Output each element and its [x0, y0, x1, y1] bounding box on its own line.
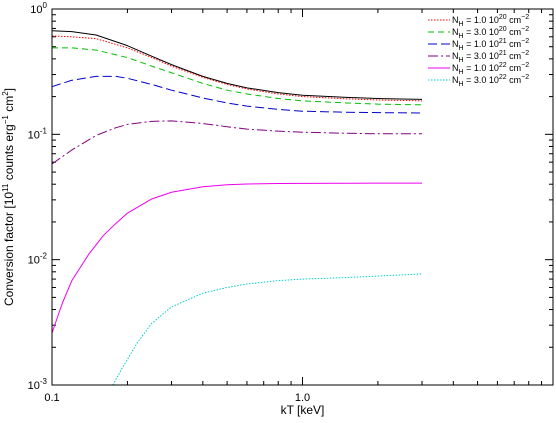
x-axis-label: kT [keV] [281, 403, 325, 417]
y-tick-label: 10-2 [28, 252, 48, 267]
axes-ticks [51, 8, 553, 386]
legend-label: NH = 3.0 1020 cm−2 [452, 26, 529, 40]
x-tick-label: 0.1 [44, 392, 59, 404]
legend-label: NH = 1.0 1021 cm−2 [452, 38, 529, 52]
legend: NH = 1.0 1020 cm−2NH = 3.0 1020 cm−2NH =… [428, 14, 529, 88]
y-tick-label: 10-3 [28, 377, 48, 392]
legend-label: NH = 1.0 1020 cm−2 [452, 14, 529, 28]
y-tick-label: 100 [30, 1, 47, 16]
series-layer [51, 30, 423, 386]
plot-frame [51, 8, 554, 386]
series-line-2 [52, 47, 423, 106]
series-line-3 [51, 75, 423, 114]
legend-label: NH = 3.0 1021 cm−2 [452, 50, 529, 64]
legend-label: NH = 3.0 1022 cm−2 [452, 74, 529, 88]
y-axis-label: Conversion factor [1011 counts erg−1 cm2… [1, 88, 16, 306]
series-line-4 [51, 120, 423, 165]
y-tick-label: 10-1 [28, 126, 48, 141]
series-line-5 [51, 182, 423, 334]
legend-label: NH = 1.0 1022 cm−2 [452, 62, 529, 76]
tick-labels: 0.1 1.0 100 10-1 10-2 10-3 [28, 1, 311, 404]
x-tick-label: 1.0 [295, 392, 310, 404]
series-line-0 [51, 30, 423, 100]
